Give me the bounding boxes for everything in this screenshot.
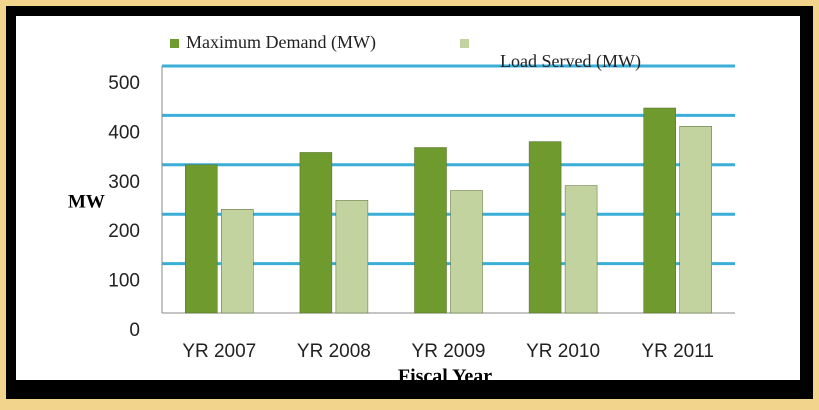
bar [564, 185, 598, 314]
legend-swatch [170, 39, 179, 48]
x-tick-label: YR 2010 [526, 341, 600, 362]
x-tick-label: YR 2011 [641, 341, 714, 362]
y-tick-label: 300 [108, 172, 140, 193]
bar [528, 141, 562, 314]
y-tick-label: 400 [108, 122, 140, 143]
bar [185, 164, 218, 314]
x-tick-label: YR 2009 [412, 341, 486, 362]
y-tick-label: 0 [129, 320, 140, 341]
bar [299, 152, 333, 314]
x-axis-label: Fiscal Year [398, 366, 492, 388]
bar [643, 107, 676, 314]
legend-label: Load Served (MW) [500, 51, 641, 72]
bar [221, 209, 254, 314]
bar [335, 200, 369, 314]
y-tick-label: 100 [108, 271, 140, 292]
legend-label: Maximum Demand (MW) [186, 32, 376, 53]
bar [450, 190, 483, 314]
x-tick-label: YR 2007 [182, 341, 256, 362]
legend-swatch [460, 39, 469, 48]
y-axis-label: MW [68, 191, 105, 212]
bar [414, 147, 447, 314]
bar [679, 126, 712, 314]
y-tick-label: 200 [108, 221, 140, 242]
y-tick-label: 500 [108, 73, 140, 94]
x-tick-label: YR 2008 [297, 341, 371, 362]
